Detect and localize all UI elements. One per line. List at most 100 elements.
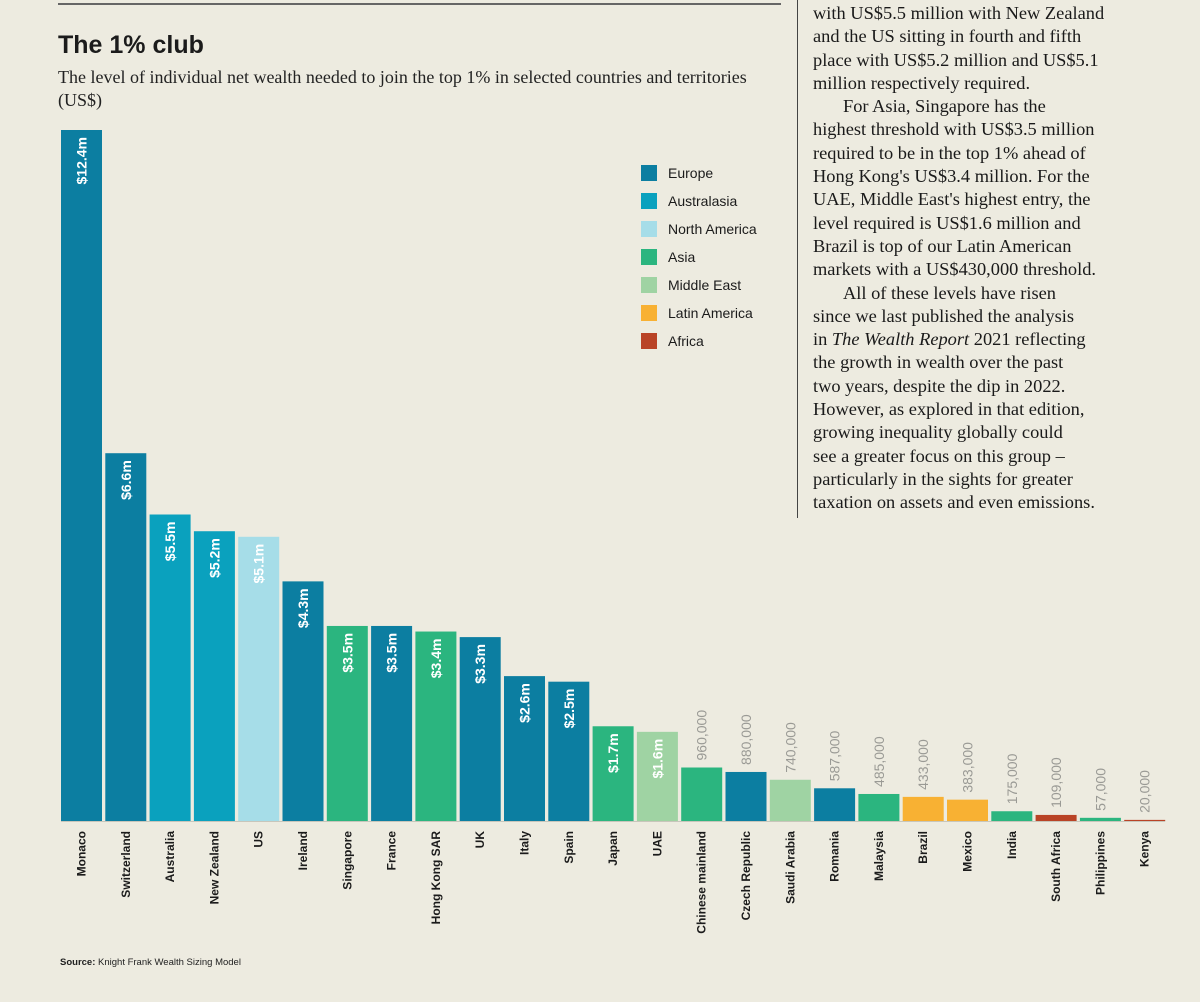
bar-value-label: $5.2m [206,538,222,578]
article-line: million respectively required. [813,72,1031,93]
bar-philippines [1079,817,1121,821]
category-label: Malaysia [872,831,886,881]
legend-swatch [641,249,657,265]
chart-subtitle: The level of individual net wealth neede… [58,67,747,110]
bar-australia [149,514,191,821]
legend-label: Asia [668,249,696,265]
bar-value-label: $3.5m [384,633,400,673]
bar-new-zealand [193,531,235,821]
legend-label: North America [668,221,757,237]
bar-value-label: $3.3m [472,644,488,684]
article-text-run: 2021 reflecting [969,329,1086,350]
bar-brazil [902,796,944,821]
bar-value-label: $6.6m [118,460,134,500]
bar-value-label: 175,000 [1004,753,1020,804]
column-divider [797,0,798,518]
bar-value-label: 740,000 [782,722,798,773]
bar-malaysia [858,793,900,821]
article-line: All of these levels have risen [843,282,1056,303]
source-label: Source: [60,957,96,968]
article-line: two years, despite the dip in 2022. [813,375,1066,396]
bar-value-label: $2.6m [517,683,533,723]
article-line: and the US sitting in fourth and fifth [813,26,1082,47]
chart-title: The 1% club [58,31,204,59]
bar-us [238,536,280,821]
article-line: For Asia, Singapore has the [843,96,1046,117]
bar-value-label: 960,000 [694,710,710,761]
category-label: Czech Republic [739,831,753,921]
article-line: highest threshold with US$3.5 million [813,119,1095,140]
category-label: Chinese mainland [695,831,709,934]
bar-saudi-arabia [769,779,811,821]
bar-chinese-mainland [681,767,723,821]
bar-ireland [282,581,324,821]
category-label: Australia [163,831,177,883]
bar-value-label: 109,000 [1048,757,1064,808]
bar-mexico [947,799,988,821]
bar-value-label: $1.7m [605,733,621,773]
category-label: New Zealand [207,831,221,904]
bar-japan [592,726,634,821]
bar-monaco [61,130,102,821]
article-line: markets with a US$430,000 threshold. [813,259,1096,280]
article-text: with US$5.5 million with New Zealand and … [813,2,1193,515]
category-label: Kenya [1138,831,1152,867]
article-line: Hong Kong's US$3.4 million. For the [813,166,1090,187]
bar-value-label: $3.4m [428,639,444,679]
category-label: UK [473,831,487,849]
article-line: required to be in the top 1% ahead of [813,142,1086,163]
bar-value-label: 20,000 [1137,770,1153,813]
article-line: Brazil is top of our Latin American [813,235,1072,256]
category-label: South Africa [1049,831,1063,902]
bar-value-label: 587,000 [827,730,843,781]
article-line: with US$5.5 million with New Zealand [813,3,1105,23]
legend-swatch [641,165,657,181]
bar-value-label: 433,000 [915,739,931,790]
category-label: Italy [518,831,532,855]
bar-value-label: $1.6m [649,739,665,779]
category-label: Brazil [916,831,930,864]
top-rule [58,3,781,5]
bar-value-label: 485,000 [871,736,887,787]
bar-uk [459,637,501,821]
bar-india [991,811,1033,821]
source-text: Knight Frank Wealth Sizing Model [98,957,241,968]
legend-label: Africa [668,333,704,349]
article-text-run: in [813,329,832,350]
bar-value-label: 383,000 [960,742,976,793]
category-label: Philippines [1093,831,1107,895]
article-line: see a greater focus on this group – [813,445,1065,466]
bar-kenya [1124,819,1166,821]
bar-value-label: $12.4m [74,137,90,184]
category-label: Saudi Arabia [783,831,797,904]
category-label: Spain [562,831,576,864]
category-label: US [252,831,266,848]
legend-swatch [641,221,657,237]
legend-label: Australasia [668,193,738,209]
bar-value-label: 57,000 [1092,768,1108,811]
category-label: Japan [606,831,620,866]
category-label: Singapore [340,831,354,890]
category-label: Ireland [296,831,310,870]
legend-swatch [641,305,657,321]
article-line: level required is US$1.6 million and [813,212,1081,233]
category-label: France [385,831,399,871]
article-line: taxation on assets and even emissions. [813,492,1095,513]
article-line: However, as explored in that edition, [813,399,1085,420]
legend-swatch [641,277,657,293]
bar-switzerland [105,453,147,821]
bar-france [371,625,413,821]
article-line: since we last published the analysis [813,305,1074,326]
article-paragraph-3: All of these levels have risen since we … [813,282,1193,515]
bar-spain [548,681,590,821]
category-label: Hong Kong SAR [429,831,443,925]
legend-label: Latin America [668,305,753,321]
bar-value-label: $2.5m [561,689,577,729]
legend-swatch [641,333,657,349]
category-label: UAE [650,831,664,856]
article-line: particularly in the sights for greater [813,468,1073,489]
article-paragraph-1: with US$5.5 million with New Zealand and … [813,2,1193,95]
category-label: Mexico [961,831,975,872]
bar-uae [636,731,678,821]
